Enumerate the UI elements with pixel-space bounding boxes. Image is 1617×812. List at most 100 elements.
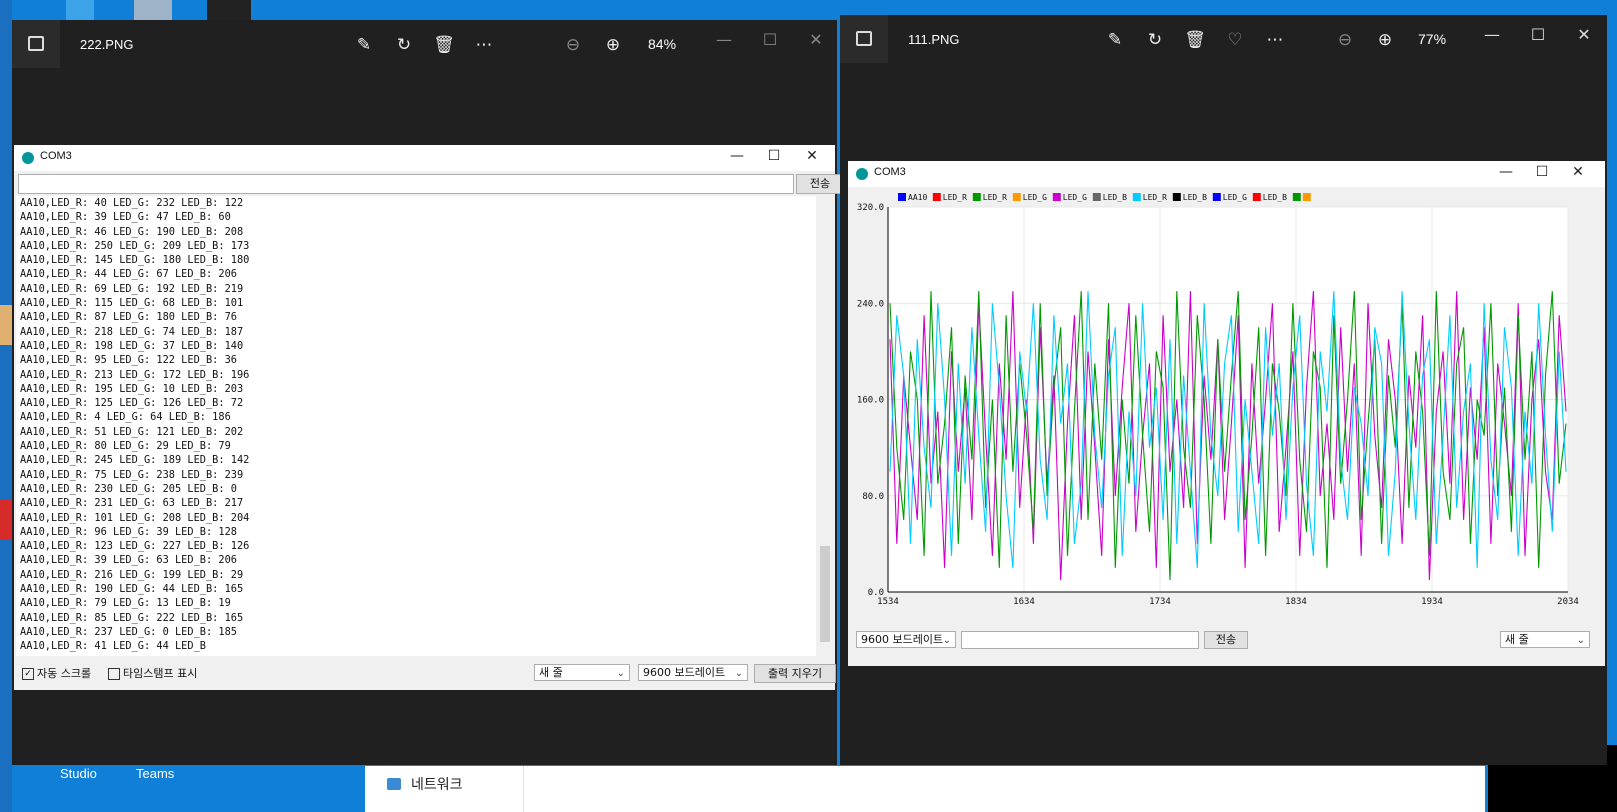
serial-output-line: AA10,LED_R: 101 LED_G: 208 LED_B: 204 — [20, 511, 250, 524]
clear-output-button[interactable]: 출력 지우기 — [754, 664, 836, 683]
zoom-in-icon[interactable]: ⊕ — [1377, 30, 1393, 50]
serial-input[interactable] — [18, 174, 794, 194]
serial-output-line: AA10,LED_R: 39 LED_G: 47 LED_B: 60 — [20, 211, 231, 224]
legend-swatch — [1132, 193, 1141, 201]
legend-label: LED_B — [1263, 193, 1287, 202]
desktop-icon-red[interactable] — [0, 500, 12, 540]
legend-label: LED_G — [1063, 193, 1087, 202]
checkbox-box — [108, 668, 120, 680]
serial-output-line: AA10,LED_R: 46 LED_G: 190 LED_B: 208 — [20, 225, 244, 238]
desktop-icon-label-studio[interactable]: Studio — [60, 766, 97, 781]
photos-app-icon[interactable] — [840, 15, 888, 63]
legend-swatch — [1212, 193, 1221, 201]
plotter-line-ending-select[interactable]: 새 줄 ⌄ — [1500, 631, 1590, 648]
legend-label: LED_B — [1183, 193, 1207, 202]
zoom-level: 77% — [1418, 31, 1447, 47]
output-scrollbar[interactable] — [817, 196, 833, 656]
minimize-icon[interactable]: — — [1499, 164, 1513, 180]
x-tick-label: 1634 — [1013, 597, 1035, 607]
baud-select[interactable]: 9600 보드레이트 ⌄ — [638, 664, 748, 681]
desktop-icon-avatar[interactable] — [0, 305, 12, 345]
scrollbar-thumb[interactable] — [820, 546, 830, 642]
serial-output-line: AA10,LED_R: 231 LED_G: 63 LED_B: 217 — [20, 497, 244, 510]
x-tick-label: 1734 — [1149, 597, 1171, 607]
serial-output-line: AA10,LED_R: 213 LED_G: 172 LED_B: 196 — [20, 368, 250, 381]
photos-app-icon[interactable] — [12, 20, 60, 68]
plotter-input[interactable] — [961, 631, 1199, 649]
desktop-icon-top-2[interactable] — [134, 0, 172, 20]
serial-output: AA10,LED_R: 40 LED_G: 232 LED_B: 122 AA10… — [16, 196, 816, 656]
legend-swatch — [1052, 193, 1061, 201]
series-line-0 — [889, 291, 1567, 581]
legend-label: LED_G — [1223, 193, 1247, 202]
chevron-down-icon: ⌄ — [616, 668, 625, 679]
serial-monitor-title: COM3 — [40, 150, 72, 162]
maximize-button[interactable]: ☐ — [762, 30, 778, 49]
serial-output-line: AA10,LED_R: 198 LED_G: 37 LED_B: 140 — [20, 339, 244, 352]
minimize-icon[interactable]: — — [730, 148, 744, 164]
close-icon[interactable]: ✕ — [1572, 164, 1584, 180]
send-button[interactable]: 전송 — [796, 174, 844, 194]
desktop-icon-label-teams[interactable]: Teams — [136, 766, 175, 781]
serial-output-line: AA10,LED_R: 41 LED_G: 44 LED_B — [20, 640, 206, 653]
serial-plotter-window: COM3 — ☐ ✕ 0.0 80.0 160.0 240.0 320.0 1534 163… — [848, 161, 1605, 666]
serial-output-line: AA10,LED_R: 69 LED_G: 192 LED_B: 219 — [20, 282, 244, 295]
serial-output-line: AA10,LED_R: 245 LED_G: 189 LED_B: 142 — [20, 454, 250, 467]
zoom-out-icon[interactable]: ⊖ — [1337, 30, 1353, 50]
autoscroll-checkbox[interactable]: ✓ 자동 스크롤 — [22, 665, 91, 681]
close-icon[interactable]: ✕ — [806, 148, 818, 164]
close-button[interactable]: ✕ — [1577, 25, 1591, 44]
serial-output-line: AA10,LED_R: 95 LED_G: 122 LED_B: 36 — [20, 354, 237, 367]
edit-icon[interactable]: ✎ — [356, 35, 372, 55]
checkmark-icon: ✓ — [22, 668, 34, 680]
chevron-down-icon: ⌄ — [942, 635, 951, 646]
zoom-in-icon[interactable]: ⊕ — [605, 35, 621, 55]
favorite-icon[interactable]: ♡ — [1227, 30, 1243, 50]
desktop-icon-top-1[interactable] — [66, 0, 94, 20]
rotate-icon[interactable]: ↻ — [396, 35, 412, 55]
zoom-out-icon[interactable]: ⊖ — [565, 35, 581, 55]
arduino-logo-icon — [856, 168, 868, 180]
serial-output-line: AA10,LED_R: 216 LED_G: 199 LED_B: 29 — [20, 568, 244, 581]
serial-plot-chart: 0.0 80.0 160.0 240.0 320.0 1534 1634 1734 1834 19… — [848, 187, 1605, 627]
maximize-icon[interactable]: ☐ — [767, 148, 781, 164]
maximize-icon[interactable]: ☐ — [1535, 164, 1549, 180]
serial-output-line: AA10,LED_R: 39 LED_G: 63 LED_B: 206 — [20, 554, 237, 567]
explorer-item-network[interactable]: 네트워크 — [411, 777, 463, 793]
desktop-icon-top-3[interactable] — [207, 0, 251, 20]
legend-label: LED_R — [943, 193, 967, 202]
serial-output-line: AA10,LED_R: 75 LED_G: 238 LED_B: 239 — [20, 468, 244, 481]
maximize-button[interactable]: ☐ — [1530, 25, 1546, 44]
legend-swatch — [1172, 193, 1181, 201]
serial-output-line: AA10,LED_R: 195 LED_G: 10 LED_B: 203 — [20, 382, 244, 395]
network-icon — [387, 778, 401, 790]
delete-icon[interactable]: 🗑 — [433, 35, 455, 55]
file-explorer-pane: 네트워크 — [365, 766, 1485, 812]
serial-plotter-titlebar: COM3 — ☐ ✕ — [848, 161, 1605, 187]
photo-viewer-right: 111.PNG ✎ ↻ 🗑 ♡ ⋯ ⊖ ⊕ 77% — ☐ ✕ COM3 — ☐… — [840, 15, 1607, 765]
legend-label: LED_R — [1143, 193, 1167, 202]
minimize-button[interactable]: — — [716, 30, 732, 49]
rotate-icon[interactable]: ↻ — [1147, 30, 1163, 50]
legend-swatch — [972, 193, 981, 201]
plotter-baud-select[interactable]: 9600 보드레이트 ⌄ — [856, 631, 956, 648]
legend-swatch — [1252, 193, 1261, 201]
serial-output-line: AA10,LED_R: 87 LED_G: 180 LED_B: 76 — [20, 311, 237, 324]
more-icon[interactable]: ⋯ — [475, 35, 493, 55]
baud-value: 9600 보드레이트 — [643, 666, 726, 679]
viewer-title: 111.PNG — [908, 32, 960, 47]
plotter-send-button[interactable]: 전송 — [1204, 631, 1248, 649]
legend-label: LED_G — [1023, 193, 1047, 202]
line-ending-select[interactable]: 새 줄 ⌄ — [534, 664, 630, 681]
more-icon[interactable]: ⋯ — [1266, 30, 1284, 50]
serial-output-line: AA10,LED_R: 237 LED_G: 0 LED_B: 185 — [20, 625, 237, 638]
timestamp-checkbox[interactable]: 타임스탬프 표시 — [108, 665, 197, 681]
legend-swatch — [932, 193, 941, 201]
x-tick-label: 2034 — [1557, 597, 1579, 607]
y-tick-label: 80.0 — [862, 492, 884, 502]
serial-output-line: AA10,LED_R: 123 LED_G: 227 LED_B: 126 — [20, 540, 250, 553]
minimize-button[interactable]: — — [1484, 25, 1500, 44]
close-button[interactable]: ✕ — [809, 30, 823, 49]
delete-icon[interactable]: 🗑 — [1184, 30, 1206, 50]
edit-icon[interactable]: ✎ — [1107, 30, 1123, 50]
